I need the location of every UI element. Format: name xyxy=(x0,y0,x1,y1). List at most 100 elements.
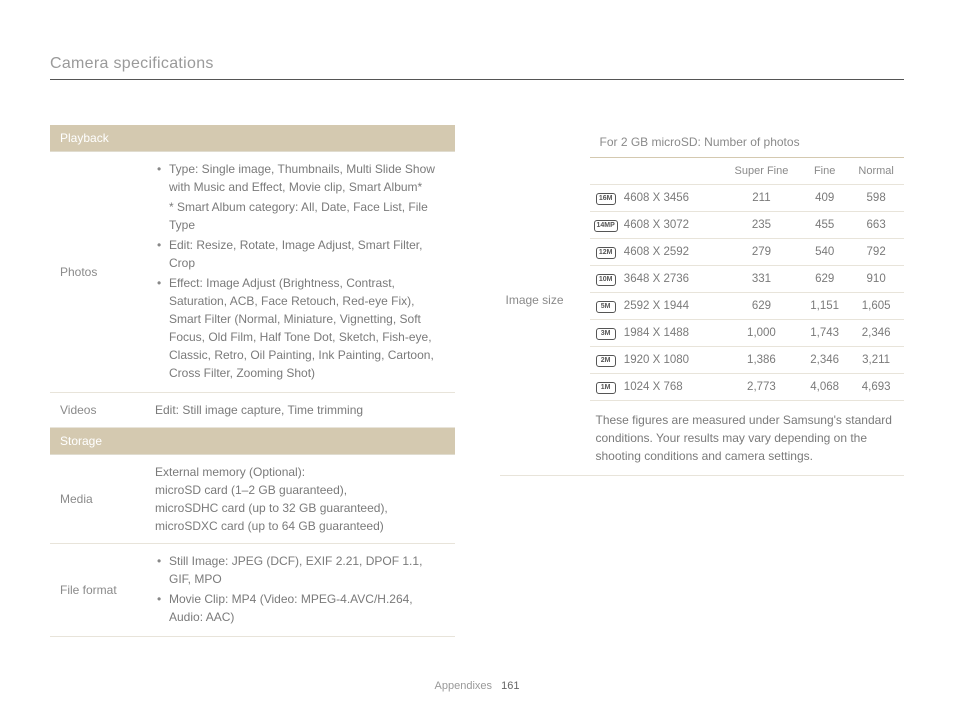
value-cell: 4,068 xyxy=(801,374,848,401)
table-row: 3M 1984 X 14881,0001,7432,346 xyxy=(590,320,905,347)
resolution-cell: 1024 X 768 xyxy=(622,374,722,401)
value-cell: 3,211 xyxy=(848,347,904,374)
text-line: microSD card (1–2 GB guaranteed), xyxy=(155,481,445,499)
value-cell: 540 xyxy=(801,239,848,266)
table-note: These figures are measured under Samsung… xyxy=(590,401,905,465)
value-cell: 331 xyxy=(722,266,801,293)
resolution-cell: 4608 X 2592 xyxy=(622,239,722,266)
page-title: Camera specifications xyxy=(50,55,904,80)
value-cell: 629 xyxy=(722,293,801,320)
list-item: Still Image: JPEG (DCF), EXIF 2.21, DPOF… xyxy=(155,552,445,588)
table-col-header: Normal xyxy=(848,158,904,185)
table-row: 2M 1920 X 10801,3862,3463,211 xyxy=(590,347,905,374)
value-cell: 663 xyxy=(848,212,904,239)
value-cell: 1,605 xyxy=(848,293,904,320)
table-col-header xyxy=(622,158,722,185)
image-size-content: For 2 GB microSD: Number of photos Super… xyxy=(590,125,905,475)
value-cell: 1,000 xyxy=(722,320,801,347)
table-row: 5M 2592 X 19446291,1511,605 xyxy=(590,293,905,320)
table-col-header: Super Fine xyxy=(722,158,801,185)
table-row: 16M 4608 X 3456211409598 xyxy=(590,185,905,212)
resolution-cell: 2592 X 1944 xyxy=(622,293,722,320)
image-size-block: Image size For 2 GB microSD: Number of p… xyxy=(500,125,905,476)
resolution-cell: 4608 X 3072 xyxy=(622,212,722,239)
resolution-cell: 1920 X 1080 xyxy=(622,347,722,374)
text-line: microSDHC card (up to 32 GB guaranteed), xyxy=(155,499,445,517)
megapixel-icon: 10M xyxy=(596,274,616,286)
spec-value: Type: Single image, Thumbnails, Multi Sl… xyxy=(155,160,445,384)
spec-row: MediaExternal memory (Optional):microSD … xyxy=(50,455,455,544)
footer-page-number: 161 xyxy=(501,680,519,692)
content-columns: Playback Photos Type: Single image, Thumbn… xyxy=(50,125,904,637)
megapixel-icon: 14MP xyxy=(594,220,618,232)
value-cell: 211 xyxy=(722,185,801,212)
value-cell: 598 xyxy=(848,185,904,212)
list-item: Edit: Resize, Rotate, Image Adjust, Smar… xyxy=(155,236,445,272)
megapixel-icon: 2M xyxy=(596,355,616,367)
mp-icon-cell: 1M xyxy=(590,374,622,401)
value-cell: 792 xyxy=(848,239,904,266)
spec-row: VideosEdit: Still image capture, Time tr… xyxy=(50,393,455,428)
list-item: Type: Single image, Thumbnails, Multi Sl… xyxy=(155,160,445,196)
spec-label: Videos xyxy=(60,403,155,417)
table-row: 1M 1024 X 7682,7734,0684,693 xyxy=(590,374,905,401)
section-header: Storage xyxy=(50,428,455,455)
value-cell: 235 xyxy=(722,212,801,239)
value-cell: 2,773 xyxy=(722,374,801,401)
megapixel-icon: 5M xyxy=(596,301,616,313)
mp-icon-cell: 3M xyxy=(590,320,622,347)
text-line: External memory (Optional): xyxy=(155,463,445,481)
value-cell: 2,346 xyxy=(848,320,904,347)
megapixel-icon: 3M xyxy=(596,328,616,340)
table-caption: For 2 GB microSD: Number of photos xyxy=(590,131,905,158)
spec-label: Photos xyxy=(60,265,155,279)
mp-icon-cell: 5M xyxy=(590,293,622,320)
mp-icon-cell: 16M xyxy=(590,185,622,212)
spec-row: File formatStill Image: JPEG (DCF), EXIF… xyxy=(50,544,455,637)
value-cell: 629 xyxy=(801,266,848,293)
value-cell: 1,743 xyxy=(801,320,848,347)
value-cell: 910 xyxy=(848,266,904,293)
value-cell: 279 xyxy=(722,239,801,266)
mp-icon-cell: 14MP xyxy=(590,212,622,239)
image-size-label: Image size xyxy=(500,125,590,475)
spec-value: Edit: Still image capture, Time trimming xyxy=(155,401,445,419)
value-cell: 1,151 xyxy=(801,293,848,320)
resolution-cell: 4608 X 3456 xyxy=(622,185,722,212)
indent-note: * Smart Album category: All, Date, Face … xyxy=(155,198,445,234)
value-cell: 4,693 xyxy=(848,374,904,401)
footer-section: Appendixes xyxy=(435,680,493,692)
megapixel-icon: 12M xyxy=(596,247,616,259)
table-header-row: Super FineFineNormal xyxy=(590,158,905,185)
table-body: 16M 4608 X 3456211409598 14MP 4608 X 307223… xyxy=(590,185,905,401)
table-row: 14MP 4608 X 3072235455663 xyxy=(590,212,905,239)
mp-icon-cell: 12M xyxy=(590,239,622,266)
left-column: Playback Photos Type: Single image, Thumbn… xyxy=(50,125,455,637)
right-column: Image size For 2 GB microSD: Number of p… xyxy=(500,125,905,637)
table-row: 12M 4608 X 2592279540792 xyxy=(590,239,905,266)
table-col-header: Fine xyxy=(801,158,848,185)
value-cell: 455 xyxy=(801,212,848,239)
value-cell: 1,386 xyxy=(722,347,801,374)
image-size-table: Super FineFineNormal 16M 4608 X 345621140… xyxy=(590,158,905,401)
value-cell: 2,346 xyxy=(801,347,848,374)
megapixel-icon: 1M xyxy=(596,382,616,394)
megapixel-icon: 16M xyxy=(596,193,616,205)
list-item: Effect: Image Adjust (Brightness, Contra… xyxy=(155,274,445,382)
section-header: Playback xyxy=(50,125,455,152)
resolution-cell: 1984 X 1488 xyxy=(622,320,722,347)
spec-value: Still Image: JPEG (DCF), EXIF 2.21, DPOF… xyxy=(155,552,445,628)
list-item: Movie Clip: MP4 (Video: MPEG-4.AVC/H.264… xyxy=(155,590,445,626)
page-footer: Appendixes 161 xyxy=(0,680,954,692)
spec-label: File format xyxy=(60,583,155,597)
mp-icon-cell: 2M xyxy=(590,347,622,374)
spec-label: Media xyxy=(60,492,155,506)
resolution-cell: 3648 X 2736 xyxy=(622,266,722,293)
table-col-header xyxy=(590,158,622,185)
text-line: microSDXC card (up to 64 GB guaranteed) xyxy=(155,517,445,535)
value-cell: 409 xyxy=(801,185,848,212)
spec-value: External memory (Optional):microSD card … xyxy=(155,463,445,535)
spec-row: Photos Type: Single image, Thumbnails, Mu… xyxy=(50,152,455,393)
table-row: 10M 3648 X 2736331629910 xyxy=(590,266,905,293)
mp-icon-cell: 10M xyxy=(590,266,622,293)
